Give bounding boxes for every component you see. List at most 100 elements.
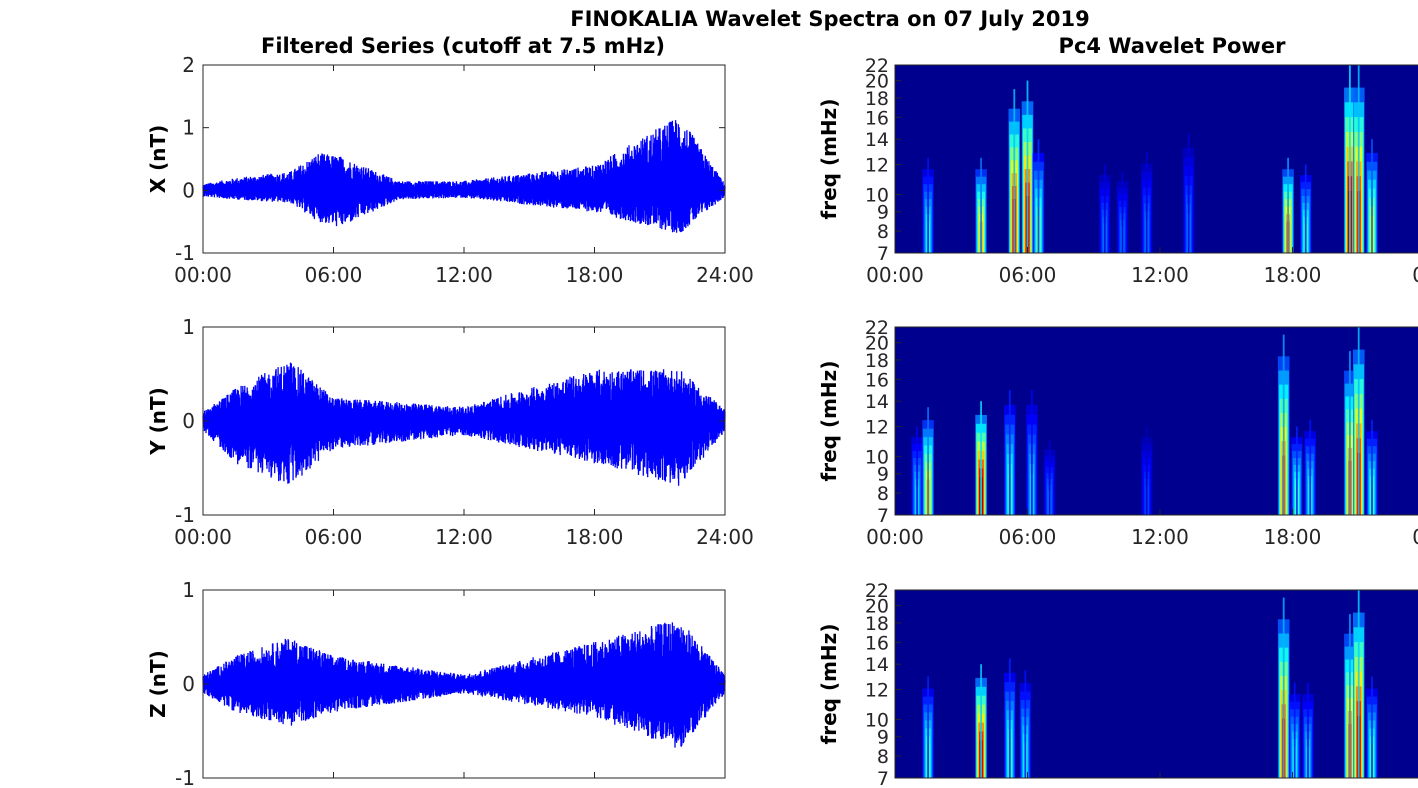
power-burst-tip — [1008, 389, 1011, 515]
x-tick-label: 06:00 — [999, 525, 1057, 549]
power-burst-tip — [927, 157, 929, 253]
power-burst-tip — [1031, 389, 1033, 515]
x-tick-label: 12:00 — [1131, 525, 1189, 549]
y-tick-label: 9 — [877, 202, 889, 224]
x-tick-label: 06:00 — [305, 525, 363, 549]
x-tick-label: 24:00 — [696, 263, 754, 287]
x-tick-label: 00:00 — [174, 525, 232, 549]
y-tick-label: 20 — [865, 333, 889, 355]
power-burst-tip — [1371, 139, 1373, 253]
power-burst-tip — [1296, 426, 1298, 515]
y-tick-label: 0 — [182, 672, 195, 696]
y-tick-label: 12 — [865, 417, 889, 439]
left-column-title: Filtered Series (cutoff at 7.5 mHz) — [261, 34, 665, 58]
power-burst-tip — [1048, 440, 1051, 515]
x-tick-label: 18:00 — [566, 263, 624, 287]
y-tick-label: 12 — [865, 680, 889, 702]
y-tick-label: 18 — [865, 350, 889, 372]
y-tick-label: 0 — [182, 178, 195, 202]
signal-line — [202, 120, 726, 233]
x-tick-label: 18:00 — [1264, 263, 1322, 287]
y-tick-label: 7 — [877, 768, 889, 788]
power-burst-tip — [1145, 426, 1148, 515]
x-tick-label: 00 — [1412, 525, 1418, 549]
y-tick-label: 16 — [865, 107, 889, 129]
timeseries-panel-z: -1 0 1 Z (nT) — [146, 578, 726, 788]
y-tick-label: 8 — [877, 483, 889, 505]
power-burst-tip — [1357, 65, 1360, 253]
y-tick-label: -1 — [175, 766, 195, 788]
power-burst-tip — [916, 426, 918, 515]
y-tick-label: 1 — [182, 116, 195, 140]
x-tick-label: 12:00 — [435, 525, 493, 549]
y-tick-label: 16 — [865, 632, 889, 654]
power-background — [895, 590, 1418, 778]
power-burst-tip — [1371, 419, 1373, 515]
power-burst-tip — [1349, 65, 1351, 253]
x-tick-label: 12:00 — [435, 263, 493, 287]
power-burst-tip — [1293, 682, 1296, 778]
y-axis-label: freq (mHz) — [817, 99, 841, 220]
x-tick-label: 18:00 — [566, 525, 624, 549]
y-tick-label: -1 — [175, 503, 195, 527]
y-tick-label: 8 — [877, 746, 889, 768]
y-tick-label: 1 — [182, 578, 195, 602]
power-burst-tip — [1349, 614, 1351, 778]
y-tick-label: 16 — [865, 369, 889, 391]
power-burst-tip — [1103, 164, 1106, 253]
timeseries-panel-x: -1 0 1 2 00:00 06:00 12:00 18:00 24:00 X (nT) — [146, 53, 754, 287]
power-burst-tip — [1309, 419, 1312, 515]
x-tick-label: 18:00 — [1264, 525, 1322, 549]
y-tick-label: 9 — [877, 464, 889, 486]
y-axis-label: Y (nT) — [146, 387, 170, 456]
y-tick-label: 18 — [865, 613, 889, 635]
right-column-title: Pc4 Wavelet Power — [1059, 34, 1287, 58]
x-tick-label: 00:00 — [866, 263, 924, 287]
figure-title: FINOKALIA Wavelet Spectra on 07 July 201… — [570, 7, 1090, 31]
y-tick-label: 18 — [865, 88, 889, 110]
power-burst-tip — [1187, 133, 1190, 253]
y-tick-label: 10 — [865, 709, 889, 731]
y-tick-label: 2 — [182, 53, 195, 77]
power-burst-tip — [927, 407, 929, 515]
x-tick-label: 00:00 — [174, 263, 232, 287]
power-burst-tip — [980, 401, 982, 515]
power-burst-tip — [1349, 351, 1351, 515]
y-tick-label: 14 — [865, 129, 889, 151]
power-burst-tip — [1013, 89, 1016, 253]
power-burst-tip — [1282, 597, 1285, 778]
y-tick-label: 10 — [865, 446, 889, 468]
y-tick-label: 22 — [865, 580, 889, 602]
power-burst-tip — [1304, 164, 1307, 253]
y-tick-label: 22 — [865, 317, 889, 339]
power-burst-tip — [927, 676, 929, 778]
y-tick-label: 20 — [865, 71, 889, 93]
x-tick-label: 06:00 — [305, 263, 363, 287]
power-burst-tip — [1037, 139, 1040, 253]
signal-line — [202, 622, 726, 748]
y-axis-label: X (nT) — [146, 125, 170, 194]
y-axis-label: freq (mHz) — [817, 624, 841, 745]
x-tick-label: 00:00 — [866, 525, 924, 549]
y-tick-label: 8 — [877, 221, 889, 243]
y-tick-label: 20 — [865, 596, 889, 618]
y-axis-label: Z (nT) — [146, 650, 170, 718]
power-burst-tip — [1307, 682, 1309, 778]
power-burst-tip — [1121, 171, 1124, 253]
timeseries-panel-y: -1 0 1 00:00 06:00 12:00 18:00 24:00 Y (nT) — [146, 315, 754, 549]
y-axis-label: freq (mHz) — [817, 361, 841, 482]
x-tick-label: 06:00 — [999, 263, 1057, 287]
y-tick-label: 10 — [865, 184, 889, 206]
y-tick-label: 7 — [877, 505, 889, 527]
power-burst-tip — [980, 157, 982, 253]
power-burst-tip — [1008, 658, 1011, 778]
power-burst-tip — [1371, 676, 1373, 778]
x-tick-label: 00 — [1412, 263, 1418, 287]
power-background — [895, 65, 1418, 253]
y-tick-label: 14 — [865, 654, 889, 676]
